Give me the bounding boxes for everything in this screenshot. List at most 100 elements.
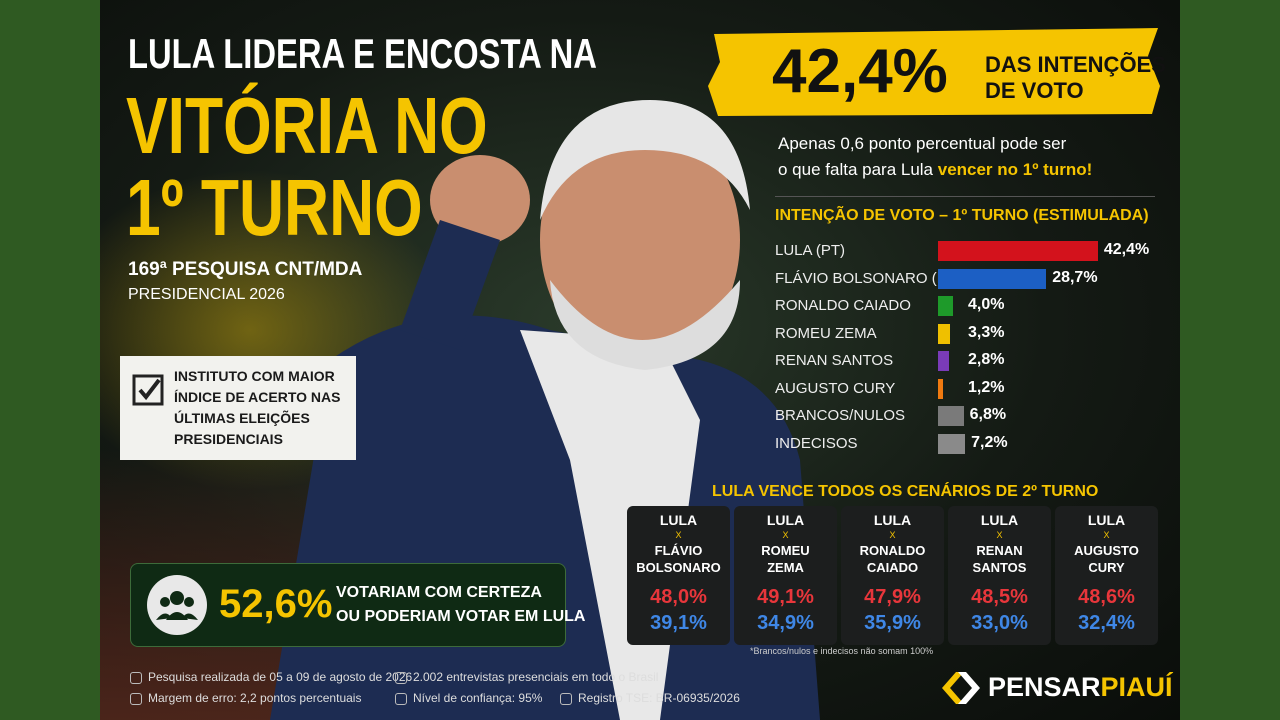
candidate-a: LULA xyxy=(980,512,1019,528)
badge: INSTITUTO COM MAIOR ÍNDICE DE ACERTO NAS Ú… xyxy=(120,356,356,460)
footer-icon xyxy=(395,672,407,684)
badge-text: INSTITUTO COM MAIOR ÍNDICE DE ACERTO NAS Ú… xyxy=(174,366,340,450)
candidate-b: ROMEU xyxy=(761,543,810,558)
candidate-b: FLÁVIO xyxy=(654,543,703,558)
survey-name: 169ª PESQUISA CNT/MDA xyxy=(128,259,363,280)
footer-icon xyxy=(130,672,142,684)
certainty-text: OU PODERIAM VOTAR EM LULA xyxy=(336,608,586,625)
certainty-value: 52,6% xyxy=(219,582,333,626)
bar xyxy=(938,241,1098,261)
pct-b: 32,4% xyxy=(1078,612,1135,634)
bar-label: ROMEU ZEMA xyxy=(775,324,877,342)
footer-text: Nível de confiança: 95% xyxy=(413,691,543,705)
main-panel: LULA LIDERA E ENCOSTA NA VITÓRIA NO 1º T… xyxy=(100,0,1180,720)
candidate-b: AUGUSTO xyxy=(1074,543,1139,558)
candidate-b: SANTOS xyxy=(972,560,1027,575)
footer-icon xyxy=(395,693,407,705)
bar xyxy=(938,296,954,316)
headline-line: VITÓRIA NO xyxy=(126,81,488,170)
candidate-b: CAIADO xyxy=(866,560,919,575)
highlight-text: DE VOTO xyxy=(985,78,1084,103)
yellow-brush xyxy=(708,28,1160,116)
matchup-card: LULA X AUGUSTO CURY 48,6% 32,4% xyxy=(1055,506,1158,645)
matchup-card: LULA X FLÁVIO BOLSONARO 48,0% 39,1% xyxy=(627,506,730,645)
matchup-card: LULA X RONALDO CAIADO 47,9% 35,9% xyxy=(841,506,944,645)
bar xyxy=(938,268,1047,289)
pct-b: 34,9% xyxy=(757,612,814,634)
versus: X xyxy=(996,530,1003,540)
headline-line: 1º TURNO xyxy=(126,163,423,252)
highlight-text: DAS INTENÇÕES xyxy=(985,52,1166,77)
divider xyxy=(775,196,1155,197)
people-icon xyxy=(147,575,207,635)
bar-value: 7,2% xyxy=(971,433,1008,451)
bar-value: 28,7% xyxy=(1052,268,1098,286)
certainty-box: 52,6% VOTARIAM COM CERTEZA OU PODERIAM V… xyxy=(130,563,585,647)
footer-text: Margem de erro: 2,2 pontos percentuais xyxy=(148,691,362,705)
candidate-b: ZEMA xyxy=(767,560,804,575)
bar-value: 42,4% xyxy=(1103,241,1150,258)
bar-label: FLÁVIO BOLSONARO (PL) xyxy=(775,269,961,287)
brand-part: PENSAR xyxy=(988,672,1101,702)
bar-value: 2,8% xyxy=(968,351,1005,368)
note-part: o que falta para Lula xyxy=(778,160,938,179)
brand: PENSARPIAUÍ xyxy=(988,672,1173,703)
pct-b: 35,9% xyxy=(864,612,921,634)
footer: Pesquisa realizada de 05 a 09 de agosto … xyxy=(100,0,1180,720)
bar-value: 6,8% xyxy=(969,406,1007,423)
highlight-value: 42,4% xyxy=(772,37,948,106)
badge-line: INSTITUTO COM MAIOR xyxy=(174,368,335,384)
brand-part: PIAUÍ xyxy=(1100,672,1173,702)
bar-label: BRANCOS/NULOS xyxy=(775,407,906,424)
candidate-b: CURY xyxy=(1088,560,1125,575)
pct-a: 49,1% xyxy=(757,586,814,608)
bar-label: LULA (PT) xyxy=(775,242,846,259)
bar xyxy=(938,351,949,371)
footer-icon xyxy=(130,693,142,705)
matchup-card: LULA X RENAN SANTOS 48,5% 33,0% xyxy=(948,506,1051,645)
bar xyxy=(938,378,943,399)
headline-line: LULA LIDERA E ENCOSTA NA xyxy=(128,30,597,77)
bar-value: 4,0% xyxy=(968,296,1005,313)
bar-chart: LULA (PT) 42,4% FLÁVIO BOLSONARO (PL) 28,7%… xyxy=(100,0,1180,720)
bar-value: 1,2% xyxy=(968,378,1005,396)
versus: X xyxy=(782,530,789,540)
versus: X xyxy=(889,530,896,540)
bar-label: RONALDO CAIADO xyxy=(775,297,911,314)
pct-a: 48,0% xyxy=(650,586,707,608)
pct-a: 48,5% xyxy=(971,586,1028,608)
versus: X xyxy=(675,530,682,540)
candidate-a: LULA xyxy=(766,512,805,528)
footnote: *Brancos/nulos e indecisos não somam 100… xyxy=(750,646,934,656)
chart-title: INTENÇÃO DE VOTO – 1º TURNO (ESTIMULADA) xyxy=(775,207,1149,224)
bar xyxy=(938,433,966,454)
footer-text: Pesquisa realizada de 05 a 09 de agosto … xyxy=(148,670,413,684)
candidate-a: LULA xyxy=(873,512,912,528)
second-round-title: LULA VENCE TODOS OS CENÁRIOS DE 2º TURNO xyxy=(712,483,1099,500)
pct-a: 47,9% xyxy=(864,586,921,608)
bar-label: RENAN SANTOS xyxy=(775,352,894,369)
footer-text: 2.002 entrevistas presenciais em todo o … xyxy=(413,670,659,684)
second-round-cards: LULA X FLÁVIO BOLSONARO 48,0% 39,1% LULA X ROMEU… xyxy=(100,0,1180,720)
bar-value: 3,3% xyxy=(968,323,1005,341)
note: Apenas 0,6 ponto percentual pode ser xyxy=(778,134,1067,153)
brand-logo xyxy=(942,672,980,704)
footer-icon xyxy=(560,693,572,705)
pct-b: 39,1% xyxy=(650,612,707,634)
versus: X xyxy=(1103,530,1110,540)
pct-b: 33,0% xyxy=(971,612,1028,634)
footer-text: Registro TSE: BR-06935/2026 xyxy=(578,691,740,705)
badge-line: PRESIDENCIAIS xyxy=(174,431,283,447)
candidate-b: BOLSONARO xyxy=(636,560,721,575)
pct-a: 48,6% xyxy=(1078,586,1135,608)
bar-label: INDECISOS xyxy=(775,434,858,452)
candidate-a: LULA xyxy=(1087,512,1126,528)
candidate-b: RENAN xyxy=(976,543,1023,558)
note-emphasis: vencer no 1º turno! xyxy=(937,160,1093,179)
badge-line: ÚLTIMAS ELEIÇÕES xyxy=(174,410,310,426)
note: o que falta para Lula vencer no 1º turno… xyxy=(778,160,1092,180)
matchup-card: LULA X ROMEU ZEMA 49,1% 34,9% xyxy=(734,506,837,645)
candidate-b: RONALDO xyxy=(859,543,926,558)
bar xyxy=(938,323,951,344)
